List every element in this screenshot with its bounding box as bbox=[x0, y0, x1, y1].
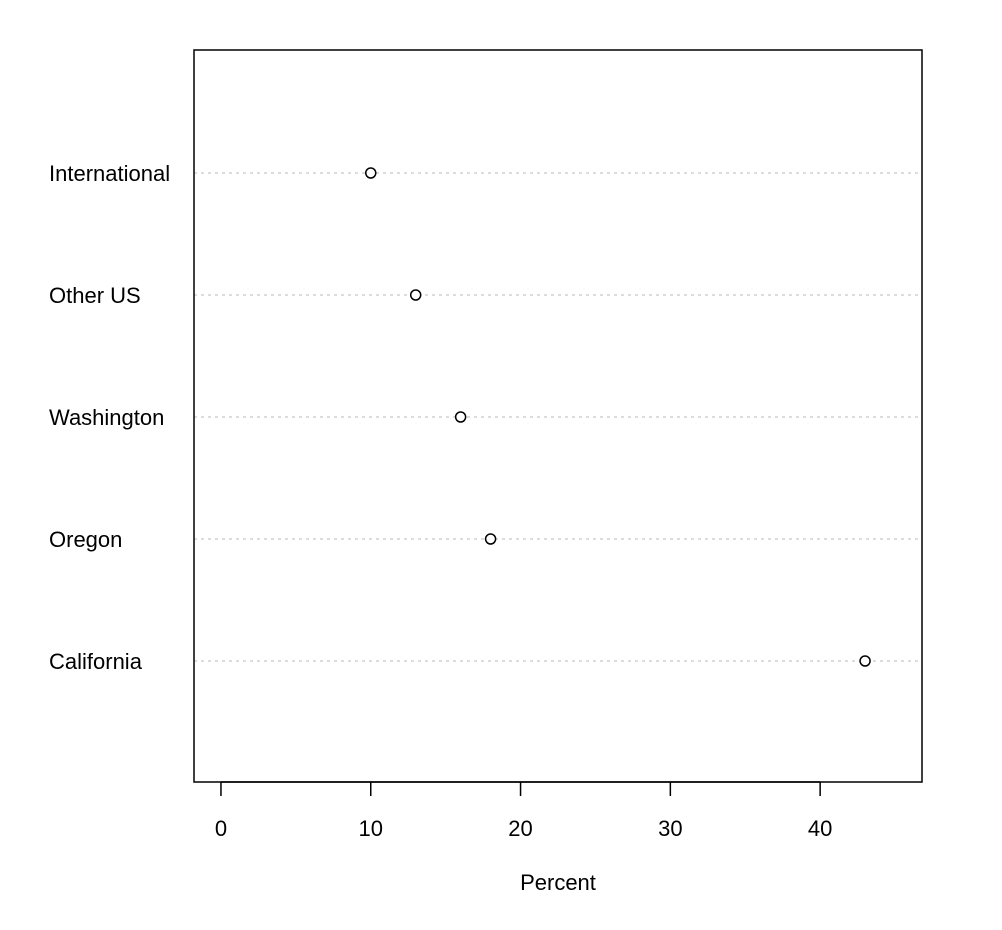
category-label: Oregon bbox=[49, 527, 122, 552]
guide-lines bbox=[194, 172, 922, 662]
x-tick-label: 0 bbox=[215, 816, 227, 841]
category-label: International bbox=[49, 161, 170, 186]
x-tick-label: 40 bbox=[808, 816, 832, 841]
data-point bbox=[484, 533, 497, 545]
data-point bbox=[365, 167, 377, 179]
category-label: Washington bbox=[49, 405, 164, 430]
category-label: Other US bbox=[49, 283, 141, 308]
x-tick-label: 20 bbox=[508, 816, 532, 841]
x-tick-label: 30 bbox=[658, 816, 682, 841]
data-point bbox=[454, 411, 467, 423]
category-labels: International Other US Washington Oregon Cal… bbox=[49, 161, 170, 674]
x-axis-title: Percent bbox=[520, 870, 596, 895]
data-point bbox=[409, 289, 422, 301]
plot-frame bbox=[193, 49, 923, 783]
data-points bbox=[365, 167, 871, 667]
category-label: California bbox=[49, 649, 143, 674]
x-axis: 0 10 20 30 40 bbox=[215, 781, 832, 841]
data-point bbox=[859, 655, 871, 667]
x-tick-label: 10 bbox=[359, 816, 383, 841]
